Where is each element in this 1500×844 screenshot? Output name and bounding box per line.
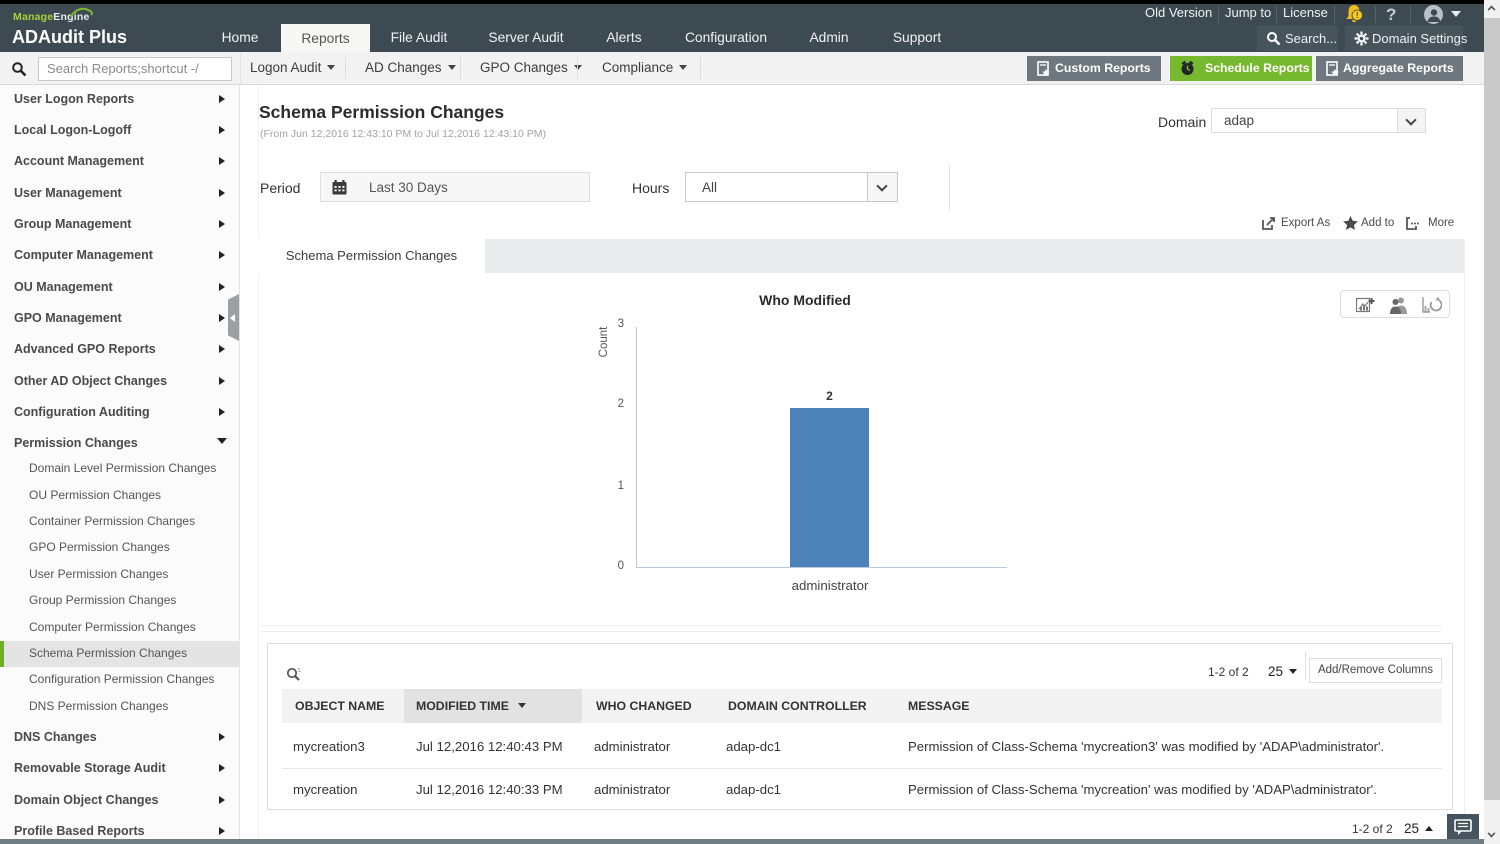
svg-text:!: !: [1356, 11, 1359, 20]
